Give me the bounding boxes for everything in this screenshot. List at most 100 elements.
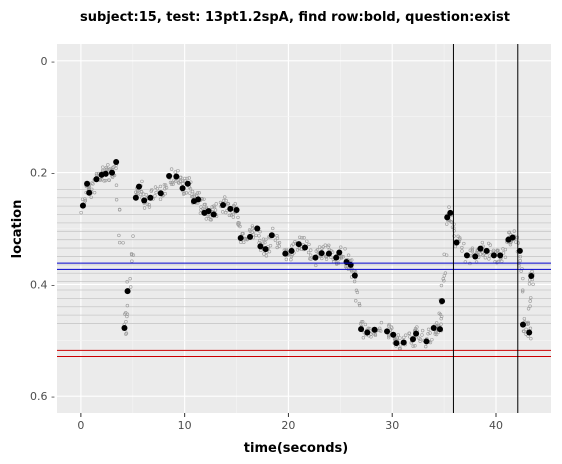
fixation-point (325, 250, 332, 257)
gaze-sample (181, 192, 186, 196)
fixation-points (79, 158, 535, 347)
gaze-sample (142, 206, 147, 210)
gaze-sample (352, 279, 357, 284)
fixation-point (195, 196, 202, 203)
gaze-sample (402, 335, 406, 340)
y-tick-label: 0.4 - (30, 278, 55, 291)
gaze-sample (90, 187, 94, 191)
gaze-sample (522, 316, 527, 321)
gaze-sample (170, 180, 174, 185)
gaze-sample (190, 189, 195, 194)
gaze-sample (355, 290, 360, 295)
gaze-sample (178, 179, 183, 183)
gaze-sample (197, 191, 201, 195)
gaze-sample (140, 179, 144, 184)
gaze-sample (305, 239, 309, 243)
fixation-point (364, 329, 371, 336)
gaze-sample (173, 170, 177, 174)
fixation-point (295, 241, 302, 248)
gaze-sample (100, 178, 104, 182)
gaze-sample (201, 207, 205, 211)
fixation-point (472, 253, 479, 260)
gaze-sample (188, 191, 192, 195)
gaze-sample (89, 195, 93, 199)
gaze-sample (273, 238, 278, 242)
gaze-sample (323, 254, 328, 259)
gaze-sample (417, 336, 421, 340)
gaze-sample (495, 249, 499, 253)
gaze-sample (227, 213, 232, 218)
gaze-sample (426, 331, 430, 336)
gaze-sample (169, 167, 174, 171)
reference-lines (57, 44, 551, 413)
gaze-sample (125, 280, 129, 284)
gaze-sample (521, 276, 525, 281)
gaze-sample (397, 346, 402, 351)
gaze-sample (321, 245, 325, 249)
gaze-sample (101, 168, 105, 173)
gaze-sample (526, 321, 530, 326)
gaze-sample (261, 237, 266, 241)
gaze-sample (224, 198, 228, 203)
gaze-sample (307, 242, 311, 247)
gaze-sample (444, 253, 449, 257)
gaze-sample (470, 246, 475, 250)
gaze-sample (529, 336, 533, 341)
gaze-sample (264, 237, 268, 242)
gaze-sample (407, 331, 412, 335)
fixation-point (447, 209, 454, 216)
fixation-point (210, 211, 217, 218)
gaze-sample (124, 331, 129, 335)
chart-title: subject:15, test: 13pt1.2spA, find row:b… (80, 10, 510, 25)
gaze-sample (184, 191, 189, 195)
gaze-sample (135, 189, 140, 193)
gaze-sample (289, 257, 293, 262)
gaze-sample (379, 320, 384, 325)
fixation-point (430, 325, 437, 332)
gaze-sample (346, 253, 351, 257)
gaze-sample (358, 322, 363, 326)
fixation-point (413, 330, 420, 337)
gaze-sample (94, 171, 99, 176)
gaze-sample (199, 208, 203, 212)
gaze-sample (164, 186, 169, 190)
gaze-sample (114, 197, 119, 202)
gaze-sample (168, 180, 173, 185)
gaze-sample (470, 248, 475, 252)
fixation-point (288, 247, 295, 254)
gaze-sample (247, 228, 252, 232)
fixation-point (358, 326, 365, 333)
gaze-sample (487, 254, 492, 258)
gaze-sample (518, 254, 523, 259)
fixation-point (84, 180, 91, 187)
gaze-sample (250, 226, 255, 230)
fixation-point (166, 172, 173, 179)
gaze-sample (300, 235, 304, 240)
gaze-sample (144, 193, 148, 197)
gaze-sample (124, 320, 128, 324)
gaze-sample (359, 320, 364, 324)
fixation-point (483, 247, 490, 254)
gaze-sample (526, 307, 531, 311)
fixation-point (318, 250, 325, 257)
gaze-sample (314, 263, 318, 268)
gaze-sample (354, 299, 358, 303)
gaze-sample (214, 202, 218, 206)
y-axis-label: location (10, 200, 25, 259)
gaze-sample (233, 202, 237, 206)
x-tick-label: 40 (489, 419, 503, 432)
fixation-point (268, 232, 275, 239)
gaze-sample (439, 322, 443, 326)
gaze-sample (481, 253, 485, 257)
gaze-sample (439, 316, 443, 321)
gaze-sample (209, 218, 213, 222)
gaze-sample (452, 234, 456, 238)
gaze-sample (258, 229, 262, 234)
gaze-sample (529, 296, 533, 300)
fixation-point (157, 190, 164, 197)
gaze-sample (508, 242, 513, 247)
gaze-sample (327, 243, 331, 247)
gaze-sample (169, 182, 174, 186)
gaze-sample (158, 184, 163, 189)
